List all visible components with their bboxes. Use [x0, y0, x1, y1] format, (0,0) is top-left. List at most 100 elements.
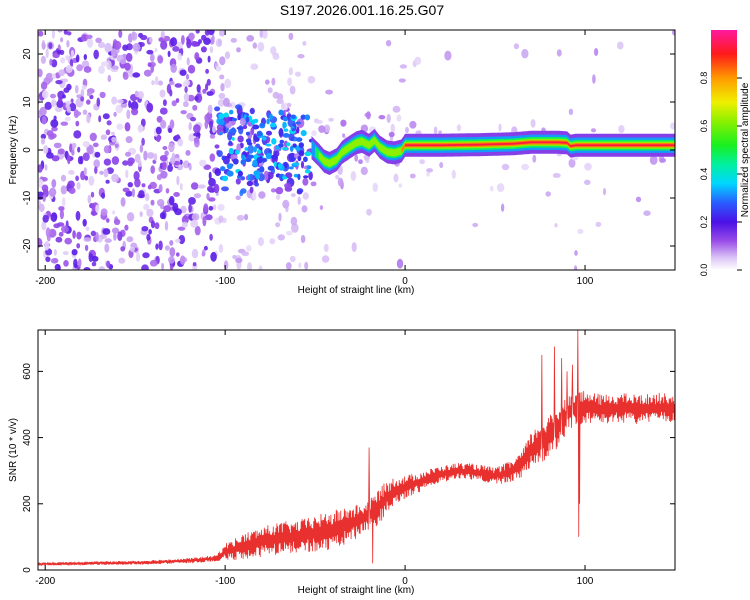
spectrogram-cell — [414, 56, 422, 65]
spectrogram-cell — [218, 118, 225, 126]
x-tick-label: -200 — [35, 576, 55, 587]
spectrogram-cell — [146, 103, 153, 113]
spectrogram-cell — [190, 117, 197, 122]
spectrogram-cell — [117, 231, 123, 242]
figure-title: S197.2026.001.16.25.G07 — [280, 2, 444, 18]
spectrogram-cell — [126, 109, 131, 120]
x-tick-label: -200 — [35, 276, 55, 287]
spectrogram-cell — [61, 225, 69, 233]
spectrogram-cell — [286, 142, 291, 147]
snr-series-line — [38, 330, 675, 567]
spectrogram-cell — [285, 172, 293, 179]
spectrogram-cell — [290, 193, 296, 198]
spectrogram-cell — [231, 137, 235, 141]
spectrogram-cell — [231, 117, 238, 122]
spectrogram-cells — [38, 30, 675, 270]
spectrogram-cell — [150, 165, 155, 174]
spectrogram-cell — [87, 194, 92, 204]
spectrogram-cell — [282, 176, 288, 180]
spectrogram-cell — [257, 149, 262, 154]
spectrogram-cell — [220, 166, 226, 172]
spectrogram-cell — [95, 37, 102, 43]
spectrogram-cell — [259, 122, 265, 127]
spectrogram-cell — [302, 41, 307, 46]
x-tick-label: 0 — [402, 276, 408, 287]
spectrogram-cell — [99, 234, 107, 240]
spectrogram-cell — [75, 175, 79, 182]
spectrogram-cell — [74, 84, 79, 94]
spectrogram-cell — [350, 171, 357, 181]
spectrogram-cell — [106, 120, 112, 126]
spectrogram-cell — [210, 251, 217, 262]
spectrogram-cell — [128, 100, 132, 108]
spectrogram-cell — [319, 205, 324, 210]
spectrogram-cell — [183, 79, 190, 87]
spectrogram-cell — [209, 134, 216, 139]
spectrogram-cell — [439, 162, 444, 169]
spectrogram-cell — [91, 261, 97, 267]
spectrogram-cell — [574, 265, 578, 270]
spectrogram-cell — [131, 188, 135, 198]
spectrogram-cell — [197, 184, 206, 189]
spectrogram-cell — [270, 188, 277, 193]
spectrogram-cell — [242, 124, 248, 130]
spectrogram-cell — [240, 176, 246, 181]
spectrogram-cell — [42, 194, 46, 202]
spectrogram-cell — [38, 30, 44, 37]
spectrogram-cell — [282, 147, 288, 151]
spectrogram-cell — [137, 91, 144, 99]
spectrogram-cell — [444, 50, 452, 61]
spectrogram-cell — [68, 187, 76, 195]
spectrogram-cell — [337, 177, 344, 187]
x-tick-label: 0 — [402, 576, 408, 587]
spectrogram-cell — [168, 256, 175, 264]
spectrogram-cell — [173, 192, 180, 197]
spectrogram-cell — [51, 155, 60, 162]
spectrogram-cell — [213, 183, 220, 194]
spectrogram-cell — [104, 42, 112, 53]
spectrogram-cell — [203, 164, 211, 170]
spectrogram-cell — [102, 113, 110, 120]
spectrogram-cell — [50, 93, 56, 99]
spectrogram-cell — [53, 142, 62, 149]
spectrogram-cell — [195, 136, 200, 144]
spectrogram-cell — [120, 58, 127, 65]
spectrogram-cell — [134, 178, 141, 188]
spectrogram-cell — [230, 154, 238, 160]
spectrogram-cell — [107, 74, 112, 83]
spectrogram-cell — [44, 101, 52, 110]
spectrogram-cell — [80, 96, 85, 102]
spectrogram-cell — [288, 67, 293, 76]
spectrogram-cell — [545, 191, 551, 197]
spectrogram-cell — [146, 152, 155, 159]
spectrogram-cell — [75, 120, 80, 127]
spectrogram-cell — [194, 52, 200, 61]
spectrogram-cell — [513, 43, 520, 50]
spectrogram-cell — [58, 96, 63, 105]
spectrogram-cell — [129, 246, 135, 252]
spectrogram-cell — [98, 266, 105, 270]
spectrogram-cell — [277, 234, 285, 241]
spectrogram-cell — [205, 83, 209, 91]
spectrogram-cell — [60, 174, 67, 182]
spectrogram-cell — [58, 69, 65, 77]
spectrogram-cell — [38, 68, 43, 78]
spectrogram-cell — [552, 173, 561, 178]
spectrogram-cell — [60, 185, 67, 195]
spectrogram-cell — [135, 252, 141, 262]
spectrogram-cell — [84, 244, 89, 252]
spectrogram-cell — [255, 174, 260, 180]
spectrogram-cell — [342, 133, 346, 138]
spectrogram-cell — [278, 212, 282, 222]
spectrogram-cell — [204, 30, 210, 36]
spectrogram-cell — [57, 148, 65, 155]
spectrogram-cell — [64, 116, 71, 122]
spectrogram-cell — [143, 203, 150, 211]
spectrogram-cell — [174, 83, 182, 88]
spectrogram-cell — [229, 128, 237, 134]
spectrogram-cell — [90, 191, 95, 198]
spectrogram-cell — [201, 252, 205, 257]
x-tick-label: -100 — [215, 576, 235, 587]
spectrogram-cell — [86, 113, 91, 124]
spectrogram-cell — [323, 124, 331, 133]
